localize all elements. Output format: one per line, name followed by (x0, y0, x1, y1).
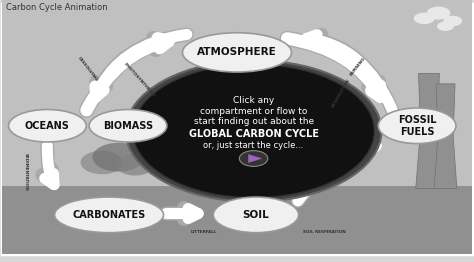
Circle shape (427, 7, 450, 20)
Text: PHOTOSYNTHESIS: PHOTOSYNTHESIS (123, 62, 156, 98)
FancyBboxPatch shape (2, 4, 472, 254)
Polygon shape (434, 84, 457, 189)
Text: start finding out about the: start finding out about the (193, 117, 314, 126)
Ellipse shape (378, 108, 456, 144)
Text: RESPIRATION: RESPIRATION (331, 78, 351, 108)
Text: CARBONATES: CARBONATES (73, 210, 146, 220)
Circle shape (116, 155, 154, 176)
Text: or, just start the cycle...: or, just start the cycle... (203, 141, 304, 150)
Circle shape (239, 151, 268, 166)
Ellipse shape (89, 110, 167, 142)
Ellipse shape (9, 110, 86, 142)
Ellipse shape (55, 197, 164, 233)
Circle shape (443, 16, 462, 26)
Circle shape (81, 151, 123, 174)
Text: FOSSIL
FUELS: FOSSIL FUELS (398, 115, 437, 137)
FancyBboxPatch shape (2, 186, 472, 254)
Polygon shape (248, 154, 263, 163)
Text: compartment or flow to: compartment or flow to (200, 107, 307, 116)
Text: Click any: Click any (233, 96, 274, 105)
Text: BIOMASS: BIOMASS (103, 121, 153, 131)
Ellipse shape (213, 197, 299, 233)
Text: BURNING: BURNING (349, 57, 366, 77)
Text: LITTERFALL: LITTERFALL (191, 230, 217, 234)
Text: SOIL RESPIRATION: SOIL RESPIRATION (303, 230, 346, 234)
Text: DISSOLVING: DISSOLVING (77, 57, 99, 82)
Circle shape (133, 64, 374, 198)
Text: SOIL: SOIL (243, 210, 269, 220)
Text: GLOBAL CARBON CYCLE: GLOBAL CARBON CYCLE (189, 129, 319, 139)
Ellipse shape (182, 33, 292, 72)
Circle shape (414, 13, 435, 24)
Text: OCEANS: OCEANS (25, 121, 70, 131)
Text: Carbon Cycle Animation: Carbon Cycle Animation (6, 3, 107, 12)
Circle shape (126, 60, 382, 202)
FancyBboxPatch shape (2, 0, 472, 186)
Circle shape (92, 143, 145, 172)
Text: ATMOSPHERE: ATMOSPHERE (197, 47, 277, 57)
Circle shape (437, 21, 454, 31)
Text: SEDIMENTATION: SEDIMENTATION (24, 153, 28, 190)
Polygon shape (416, 73, 442, 189)
